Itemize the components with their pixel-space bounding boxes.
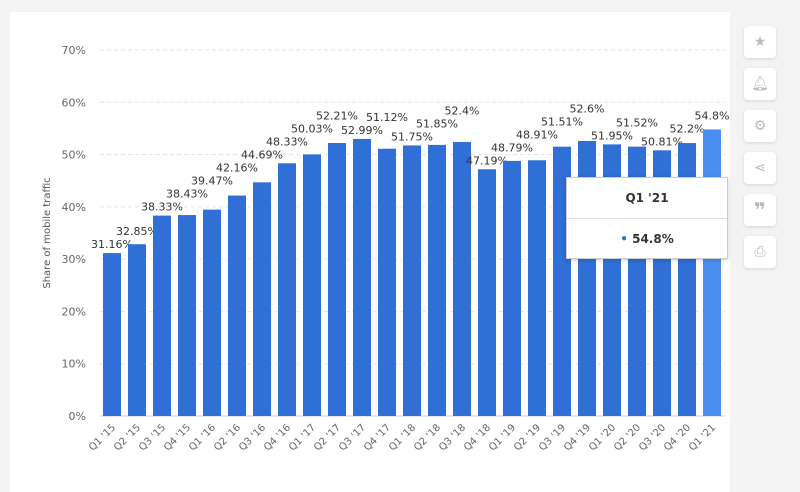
bar[interactable] <box>278 163 296 416</box>
data-label: 52.2% <box>670 122 705 135</box>
bar[interactable] <box>403 145 421 416</box>
print-button[interactable]: ⎙ <box>744 236 776 268</box>
bar[interactable] <box>453 142 471 416</box>
gear-icon: ⚙ <box>753 118 767 134</box>
bar[interactable] <box>103 253 121 416</box>
x-tick-label: Q3 '17 <box>337 422 368 453</box>
y-tick-label: 40% <box>62 201 86 214</box>
data-label: 38.43% <box>166 188 208 201</box>
data-label: 31.16% <box>91 238 133 251</box>
x-tick-label: Q3 '15 <box>137 422 168 453</box>
y-tick-label: 20% <box>62 305 86 318</box>
data-label: 51.51% <box>541 115 583 128</box>
x-tick-label: Q3 '18 <box>437 422 468 453</box>
data-label: 48.79% <box>491 141 533 154</box>
bar[interactable] <box>328 143 346 416</box>
bar[interactable] <box>153 215 171 416</box>
bar[interactable] <box>503 160 521 416</box>
bar[interactable] <box>228 195 246 416</box>
y-axis-label: Share of mobile traffic <box>42 177 53 288</box>
chart-card: 0% 10% 20% 30% 40% 50% 60% 70% Share of mobile t… <box>10 12 730 492</box>
tooltip-value: 54.8% <box>632 232 674 246</box>
bell-icon: 🔔︎ <box>751 76 769 92</box>
data-label: 51.52% <box>616 116 658 129</box>
bar[interactable] <box>703 129 721 416</box>
data-label: 48.91% <box>516 128 558 141</box>
tooltip-title: Q1 '21 <box>567 178 727 219</box>
data-label: 50.03% <box>291 123 333 136</box>
x-tick-label: Q3 '20 <box>637 422 668 453</box>
tooltip: Q1 '21 • 54.8% <box>566 177 728 259</box>
data-label: 52.21% <box>316 110 358 123</box>
data-label: 42.16% <box>216 162 258 175</box>
share-button[interactable]: ⋖ <box>744 152 776 184</box>
x-tick-label: Q2 '18 <box>412 422 443 453</box>
y-tick-label: 0% <box>69 410 86 423</box>
data-label: 38.33% <box>141 201 183 214</box>
data-label: 51.75% <box>391 130 433 143</box>
bar[interactable] <box>353 138 371 417</box>
data-label: 52.4% <box>445 104 480 117</box>
bar[interactable] <box>253 182 271 416</box>
data-label: 50.81% <box>641 135 683 148</box>
x-tick-label: Q2 '16 <box>212 422 243 453</box>
x-tick-label: Q1 '19 <box>487 422 518 453</box>
data-label: 54.8% <box>695 109 730 122</box>
data-label: 47.19% <box>466 154 508 167</box>
x-tick-label: Q4 '19 <box>562 422 593 453</box>
x-tick-label: Q3 '19 <box>537 422 568 453</box>
quote-icon: ❞ <box>754 198 766 222</box>
x-tick-label: Q4 '18 <box>462 422 493 453</box>
bar[interactable] <box>378 148 396 416</box>
x-tick-label: Q4 '20 <box>662 422 693 453</box>
y-tick-label: 50% <box>62 149 86 162</box>
bar[interactable] <box>528 160 546 416</box>
x-tick-label: Q1 '16 <box>187 422 218 453</box>
data-label: 51.85% <box>416 117 458 130</box>
favorite-button[interactable]: ★ <box>744 26 776 58</box>
x-tick-label: Q2 '17 <box>312 422 343 453</box>
data-label: 51.95% <box>591 129 633 142</box>
x-tick-label: Q1 '18 <box>387 422 418 453</box>
bar[interactable] <box>303 154 321 417</box>
data-label: 32.85% <box>116 225 158 238</box>
data-label: 48.33% <box>266 136 308 149</box>
data-label: 52.99% <box>341 124 383 137</box>
notification-button[interactable]: 🔔︎ <box>744 68 776 100</box>
x-tick-label: Q1 '21 <box>687 422 718 453</box>
x-tick-label: Q4 '17 <box>362 422 393 453</box>
y-tick-label: 10% <box>62 358 86 371</box>
bar[interactable] <box>178 215 196 416</box>
data-label: 52.6% <box>570 102 605 115</box>
bar[interactable] <box>128 244 146 416</box>
x-tick-label: Q3 '16 <box>237 422 268 453</box>
share-icon: ⋖ <box>754 160 766 176</box>
data-label: 51.12% <box>366 111 408 124</box>
x-tick-label: Q2 '19 <box>512 422 543 453</box>
x-tick-label: Q2 '20 <box>612 422 643 453</box>
bar[interactable] <box>428 144 446 417</box>
y-tick-label: 30% <box>62 253 86 266</box>
x-tick-label: Q4 '16 <box>262 422 293 453</box>
y-tick-label: 70% <box>62 44 86 57</box>
bar[interactable] <box>478 169 496 416</box>
x-tick-label: Q1 '17 <box>287 422 318 453</box>
print-icon: ⎙ <box>754 244 766 260</box>
settings-button[interactable]: ⚙ <box>744 110 776 142</box>
x-tick-label: Q1 '15 <box>87 422 118 453</box>
x-tick-label: Q4 '15 <box>162 422 193 453</box>
data-label: 44.69% <box>241 149 283 162</box>
x-tick-label: Q1 '20 <box>587 422 618 453</box>
x-tick-label: Q2 '15 <box>112 422 143 453</box>
bullet-icon: • <box>620 232 633 246</box>
star-icon: ★ <box>753 34 767 50</box>
data-label: 39.47% <box>191 175 233 188</box>
y-tick-label: 60% <box>62 96 86 109</box>
cite-button[interactable]: ❞ <box>744 194 776 226</box>
bar[interactable] <box>203 209 221 416</box>
